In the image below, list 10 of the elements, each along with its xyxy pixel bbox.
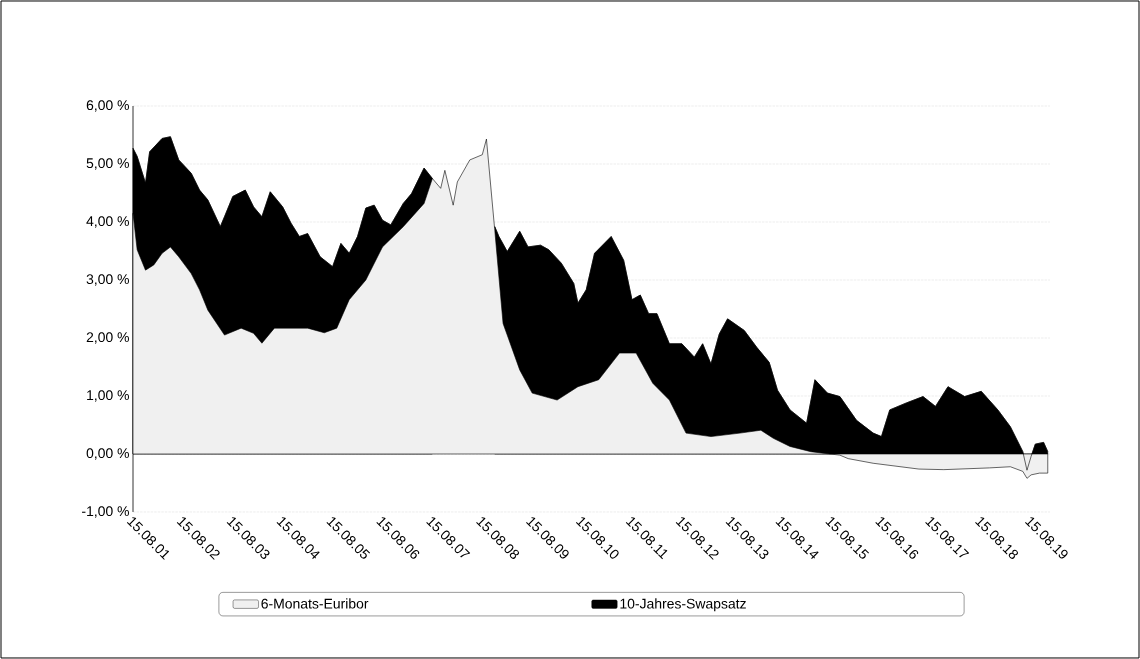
y-tick-label: 5,00 % <box>86 158 129 170</box>
legend-label: 10-Jahres-Swapsatz <box>620 598 746 612</box>
y-tick-label: -1,00 % <box>82 506 129 518</box>
legend-label: 6-Monats-Euribor <box>261 598 369 609</box>
y-tick-label: 6,00 % <box>86 100 129 112</box>
y-tick-label: 4,00 % <box>86 216 129 228</box>
y-tick-label: 2,00 % <box>86 332 129 344</box>
y-tick-label: 0,00 % <box>86 448 129 460</box>
y-tick-label: 1,00 % <box>87 390 129 402</box>
y-tick-label: 3,00 % <box>86 274 129 286</box>
